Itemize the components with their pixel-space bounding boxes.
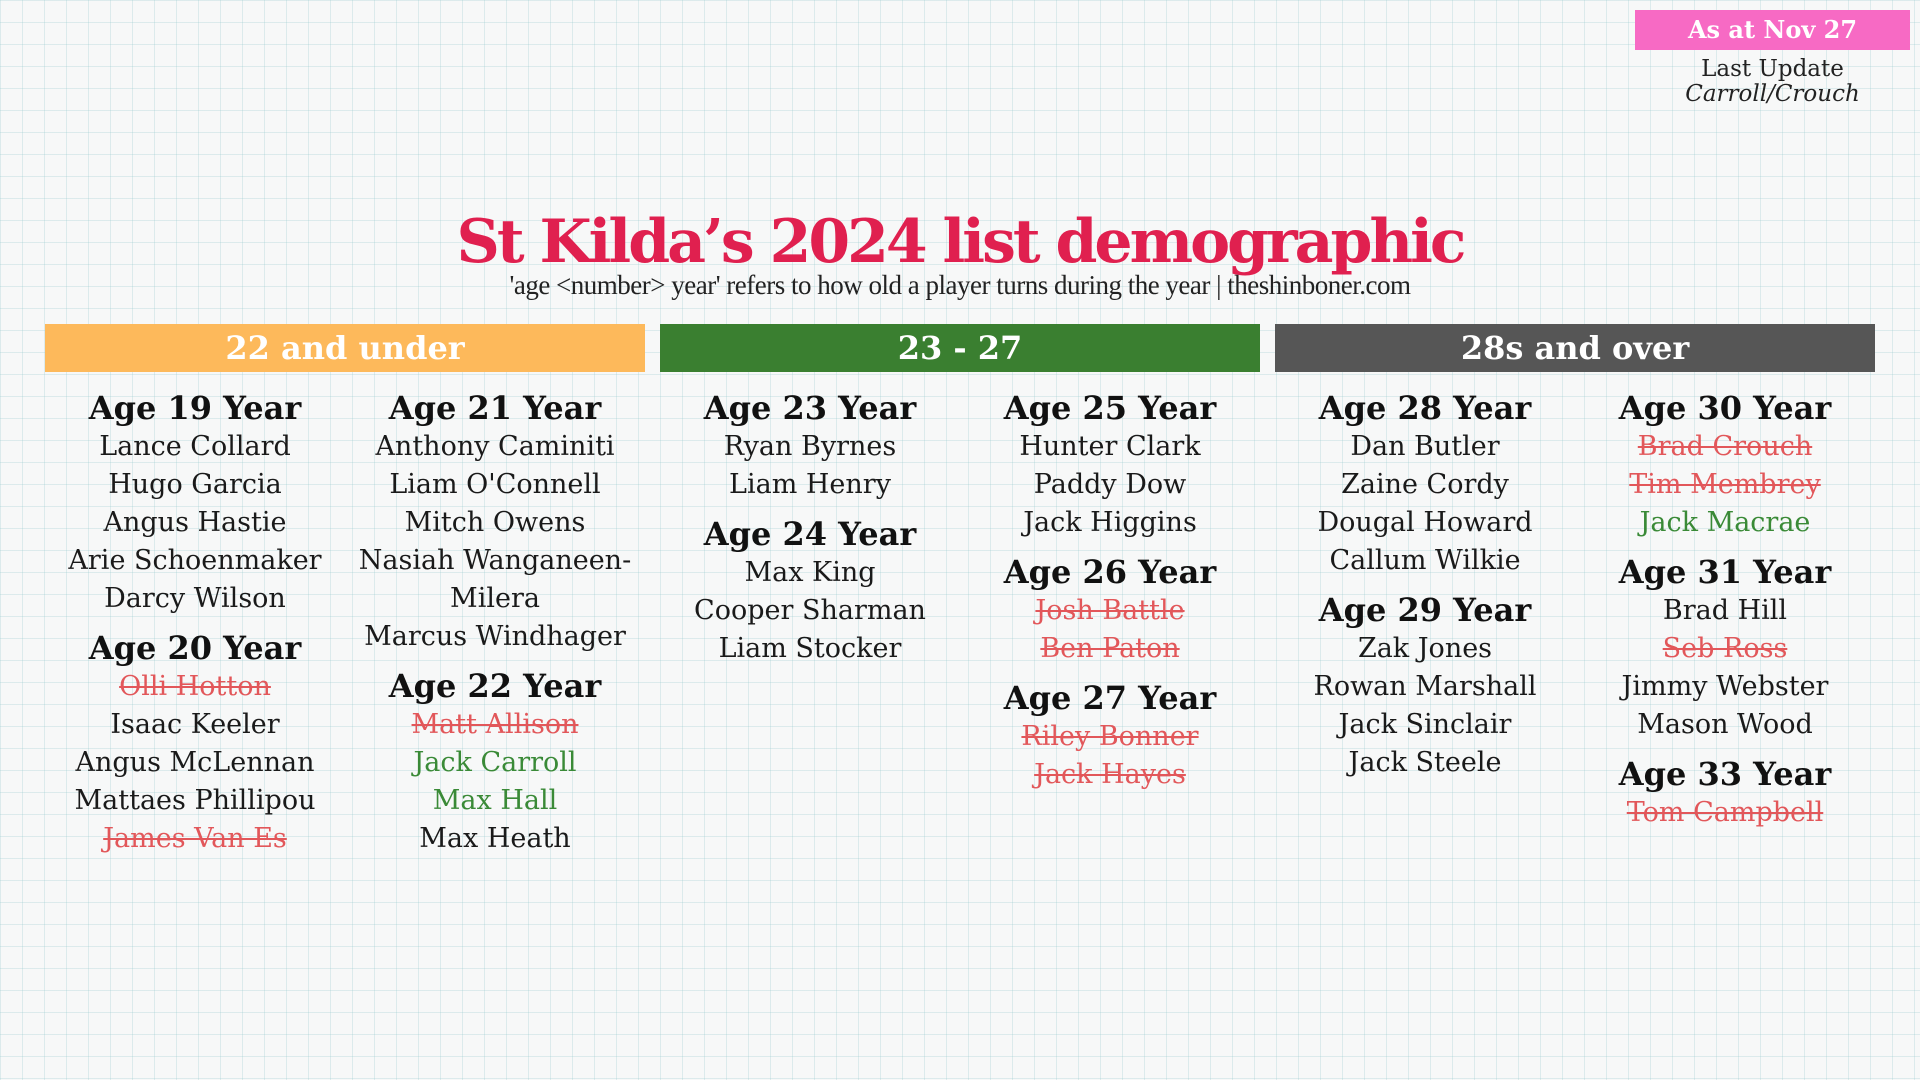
age-heading: Age 19 Year	[88, 389, 302, 427]
age-column: Age 30 Year Brad Crouch Tim Membrey Jack Ma…	[1575, 388, 1875, 832]
age-column: Age 25 Year Hunter Clark Paddy Dow Jack Hig…	[960, 388, 1260, 794]
player-name: Riley Bonner	[1021, 721, 1199, 752]
player-name: Liam O'Connell	[389, 469, 601, 500]
player-name: Josh Battle	[1035, 595, 1185, 626]
player-name: Matt Allison	[411, 709, 579, 740]
player-name: Hugo Garcia	[108, 469, 282, 500]
player-name: Darcy Wilson	[104, 583, 286, 614]
player-name: Jack Sinclair	[1338, 709, 1512, 740]
age-heading: Age 31 Year	[1618, 553, 1832, 591]
player-name: Lance Collard	[99, 431, 291, 462]
player-name: Paddy Dow	[1033, 469, 1187, 500]
age-heading: Age 24 Year	[703, 515, 917, 553]
player-name: Mitch Owens	[404, 507, 586, 538]
last-update-label: Last Update	[1701, 56, 1844, 82]
group-header: 28s and over	[1275, 324, 1875, 372]
player-name: Seb Ross	[1662, 633, 1788, 664]
update-info: As at Nov 27 Last Update Carroll/Crouch	[1635, 10, 1910, 106]
player-name: Nasiah Wanganeen-	[358, 545, 632, 576]
group-22-and-under: 22 and under Age 19 Year Lance Collard Hug…	[45, 324, 645, 858]
player-name: Zak Jones	[1357, 633, 1493, 664]
player-name: Jack Higgins	[1023, 507, 1197, 538]
player-name: James Van Es	[103, 823, 287, 854]
page-title: St Kilda’s 2024 list demographic	[456, 207, 1467, 277]
age-heading: Age 25 Year	[1003, 389, 1217, 427]
age-heading: Age 20 Year	[88, 629, 302, 667]
player-name: Mason Wood	[1637, 709, 1813, 740]
player-name: Milera	[450, 583, 540, 614]
player-name: Brad Hill	[1662, 595, 1788, 626]
player-name: Rowan Marshall	[1313, 671, 1537, 702]
age-heading: Age 23 Year	[703, 389, 917, 427]
player-name: Mattaes Phillipou	[74, 785, 316, 816]
player-name: Tom Campbell	[1626, 797, 1824, 828]
player-name: Liam Stocker	[718, 633, 902, 664]
player-name: Olli Hotton	[119, 671, 271, 702]
age-heading: Age 28 Year	[1318, 389, 1532, 427]
age-column: Age 19 Year Lance Collard Hugo Garcia Angus…	[45, 388, 345, 858]
player-name: Max Heath	[419, 823, 571, 854]
player-name: Marcus Windhager	[364, 621, 626, 652]
as-at-badge: As at Nov 27	[1635, 10, 1910, 50]
last-update-names: Carroll/Crouch	[1685, 81, 1860, 107]
age-heading: Age 21 Year	[388, 389, 602, 427]
player-name: Angus McLennan	[75, 747, 315, 778]
player-name: Jack Carroll	[413, 747, 577, 778]
player-name: Anthony Caminiti	[375, 431, 615, 462]
age-heading: Age 30 Year	[1618, 389, 1832, 427]
age-column: Age 21 Year Anthony Caminiti Liam O'Connel…	[345, 388, 645, 858]
player-name: Dougal Howard	[1317, 507, 1533, 538]
player-name: Jack Macrae	[1639, 507, 1811, 538]
group-28s-and-over: 28s and over Age 28 Year Dan Butler Zaine …	[1275, 324, 1875, 832]
player-name: Ben Paton	[1040, 633, 1180, 664]
player-name: Isaac Keeler	[110, 709, 280, 740]
age-column: Age 23 Year Ryan Byrnes Liam Henry Age 24 Y…	[660, 388, 960, 794]
age-heading: Age 22 Year	[388, 667, 602, 705]
player-name: Ryan Byrnes	[723, 431, 897, 462]
player-name: Tim Membrey	[1629, 469, 1821, 500]
player-name: Brad Crouch	[1637, 431, 1813, 462]
age-heading: Age 27 Year	[1003, 679, 1217, 717]
page-subtitle: 'age <number> year' refers to how old a …	[509, 270, 1411, 300]
player-name: Zaine Cordy	[1341, 469, 1509, 500]
player-name: Jack Steele	[1348, 747, 1502, 778]
player-name: Max King	[744, 557, 876, 588]
player-name: Jack Hayes	[1034, 759, 1186, 790]
player-name: Cooper Sharman	[694, 595, 926, 626]
player-name: Angus Hastie	[103, 507, 287, 538]
group-header: 23 - 27	[660, 324, 1260, 372]
player-name: Max Hall	[432, 785, 558, 816]
player-name: Arie Schoenmaker	[68, 545, 322, 576]
age-heading: Age 29 Year	[1318, 591, 1532, 629]
age-heading: Age 33 Year	[1618, 755, 1832, 793]
player-name: Callum Wilkie	[1329, 545, 1521, 576]
player-name: Liam Henry	[729, 469, 891, 500]
player-name: Dan Butler	[1350, 431, 1500, 462]
player-name: Hunter Clark	[1019, 431, 1201, 462]
age-heading: Age 26 Year	[1003, 553, 1217, 591]
player-name: Jimmy Webster	[1621, 671, 1829, 702]
group-23-27: 23 - 27 Age 23 Year Ryan Byrnes Liam Henry…	[660, 324, 1260, 794]
group-header: 22 and under	[45, 324, 645, 372]
age-column: Age 28 Year Dan Butler Zaine Cordy Dougal H…	[1275, 388, 1575, 832]
